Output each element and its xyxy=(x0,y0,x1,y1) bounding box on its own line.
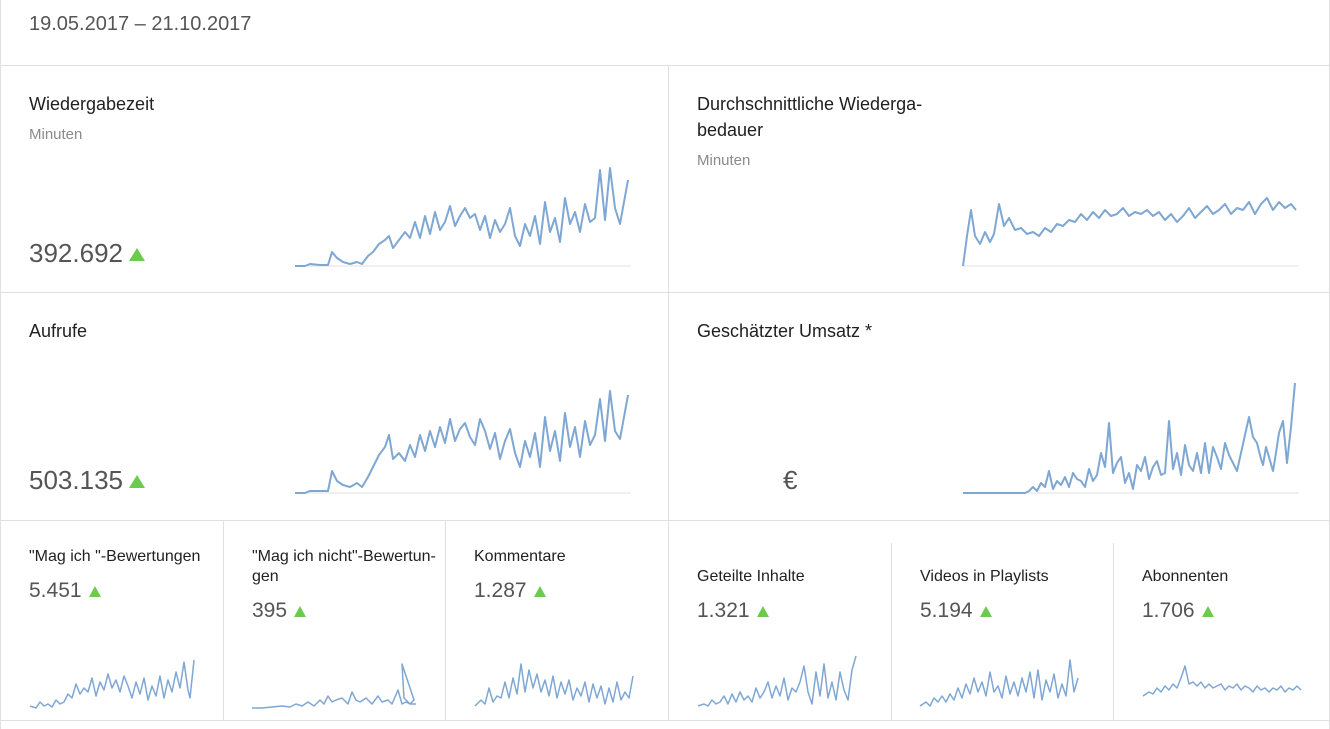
sparkline-line xyxy=(697,655,857,707)
card-subtitle: Minuten xyxy=(29,126,83,143)
sparkline-playlists xyxy=(919,659,1079,707)
sparkline-line xyxy=(962,197,1297,267)
small-card-title: Geteilte Inhalte xyxy=(697,568,805,585)
card-title: Geschätzter Umsatz * xyxy=(697,321,873,341)
sparkline-dislikes xyxy=(252,663,416,709)
card-value: 503.135 xyxy=(29,465,145,496)
small-card-title: Kommentare xyxy=(474,548,566,565)
small-card-title: Abonnenten xyxy=(1142,568,1229,585)
up-triangle-icon xyxy=(128,248,145,261)
sparkline-line xyxy=(1142,665,1302,697)
date-range[interactable]: 19.05.2017 – 21.10.2017 xyxy=(29,13,252,35)
value-text: 1.706 xyxy=(1142,599,1195,622)
card-title-line2: bedauer xyxy=(697,120,764,140)
sparkline-views xyxy=(295,390,631,494)
small-card-title-line1: "Mag ich nicht"-Bewertun- xyxy=(252,548,436,565)
column-divider-small-2 xyxy=(445,521,446,721)
up-triangle-icon xyxy=(88,586,101,597)
column-divider-main xyxy=(668,66,669,721)
small-card-value: 1.287 xyxy=(474,579,546,603)
up-triangle-icon xyxy=(533,586,546,597)
small-card-value: 5.451 xyxy=(29,579,101,603)
column-divider-small-4 xyxy=(1113,543,1114,721)
sparkline-subscribers xyxy=(1142,665,1302,697)
value-text: 503.135 xyxy=(29,465,123,495)
frame-left xyxy=(0,0,1,729)
up-triangle-icon xyxy=(979,606,992,617)
up-triangle-icon xyxy=(756,606,769,617)
sparkline-shares xyxy=(697,655,857,707)
card-value-currency: € xyxy=(783,465,798,495)
value-text: 5.451 xyxy=(29,579,82,602)
row-divider-2 xyxy=(0,520,1330,521)
value-text: 395 xyxy=(252,599,288,622)
small-card-value: 5.194 xyxy=(920,599,992,623)
sparkline-avg-duration xyxy=(962,197,1299,267)
card-title-line1: Durchschnittliche Wiederga- xyxy=(697,94,923,114)
up-triangle-icon xyxy=(1201,606,1214,617)
sparkline-line xyxy=(474,663,634,707)
small-card-title: "Mag ich "-Bewertungen xyxy=(29,548,201,565)
up-triangle-icon xyxy=(128,475,145,488)
card-title: Aufrufe xyxy=(29,321,88,341)
sparkline-line xyxy=(919,659,1079,707)
small-card-value: 395 xyxy=(252,599,307,623)
bottom-divider xyxy=(0,720,1330,721)
value-text: 5.194 xyxy=(920,599,973,622)
small-card-value: 1.321 xyxy=(697,599,769,623)
sparkline-line xyxy=(295,390,629,494)
small-card-title: Videos in Playlists xyxy=(920,568,1049,585)
sparkline-likes xyxy=(29,659,195,709)
small-card-title-line2: gen xyxy=(252,568,279,585)
value-text: 1.321 xyxy=(697,599,750,622)
up-triangle-icon xyxy=(294,606,307,617)
header-divider xyxy=(0,65,1330,66)
column-divider-small-3 xyxy=(891,543,892,721)
sparkline-line xyxy=(295,167,629,267)
sparkline-line xyxy=(252,663,416,709)
sparkline-watch-time xyxy=(295,167,631,267)
value-text: 392.692 xyxy=(29,238,123,268)
value-text: 1.287 xyxy=(474,579,527,602)
sparkline-line xyxy=(29,659,195,709)
row-divider-1 xyxy=(0,292,1330,293)
column-divider-small-1 xyxy=(223,521,224,721)
sparkline-comments xyxy=(474,663,634,707)
sparkline-line xyxy=(963,382,1296,494)
card-subtitle: Minuten xyxy=(697,152,751,169)
card-value: 392.692 xyxy=(29,238,145,269)
card-title: Wiedergabezeit xyxy=(29,94,155,114)
sparkline-revenue xyxy=(963,382,1299,494)
small-card-value: 1.706 xyxy=(1142,599,1214,623)
